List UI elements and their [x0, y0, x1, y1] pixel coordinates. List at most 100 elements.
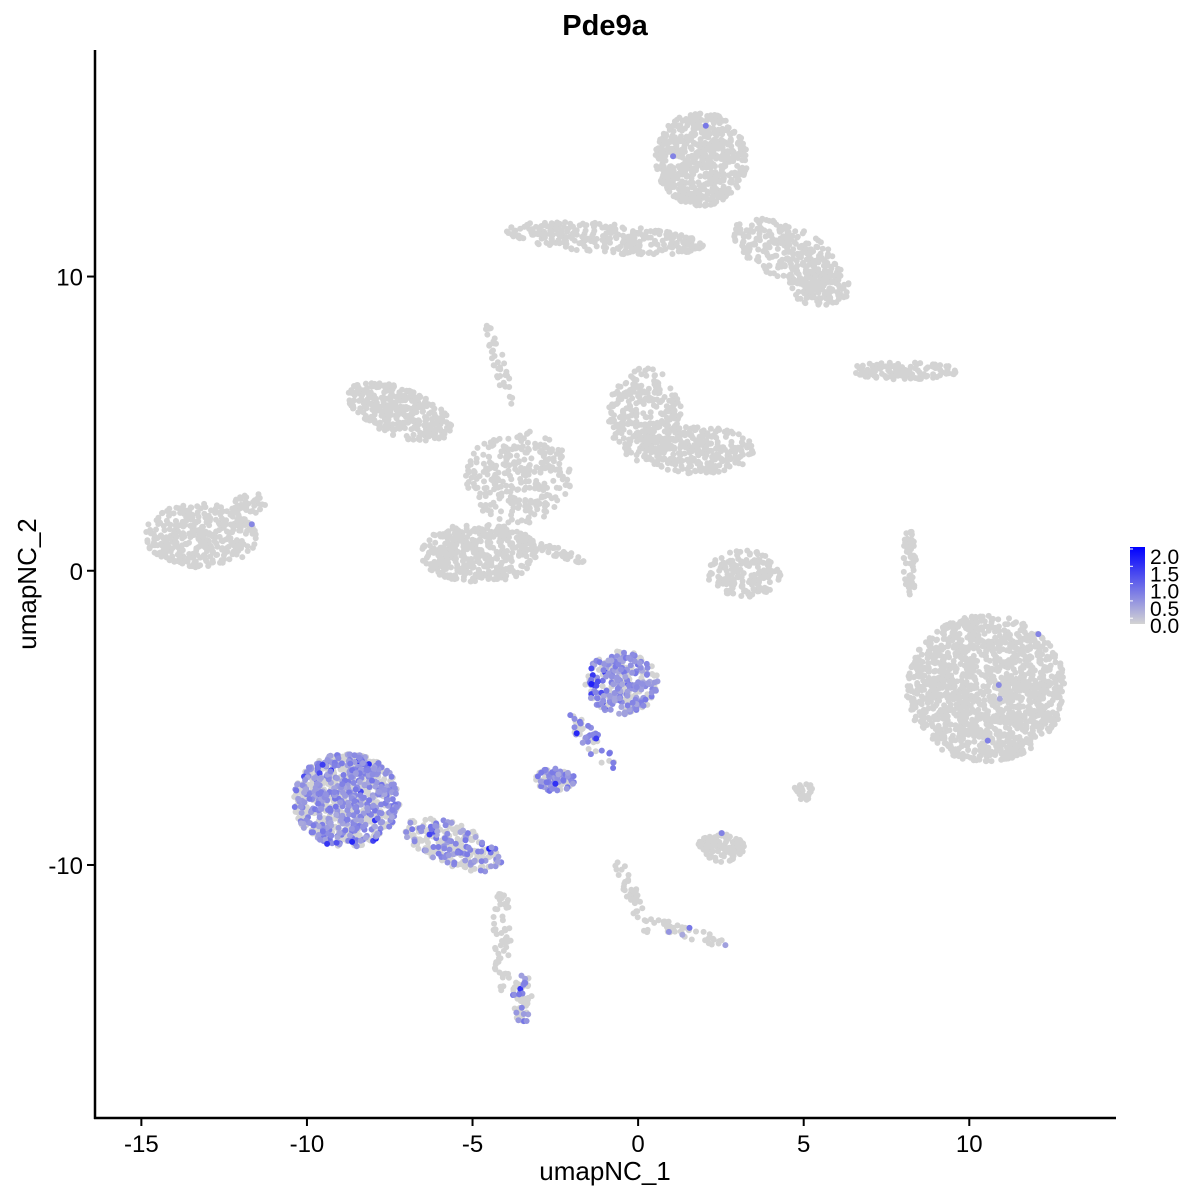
cell-point — [727, 137, 734, 144]
cell-point — [633, 452, 640, 458]
cell-point — [939, 746, 946, 753]
cell-point — [732, 454, 739, 461]
cell-point — [635, 393, 642, 400]
cell-point — [490, 347, 496, 354]
cell-point — [470, 537, 477, 544]
cell-point — [692, 131, 699, 138]
cell-point — [710, 469, 717, 476]
cell-point — [831, 260, 838, 267]
cell-point — [989, 648, 996, 655]
cell-point — [833, 299, 840, 306]
cell-point — [461, 554, 468, 561]
cell-point — [802, 241, 809, 248]
cell-point — [522, 484, 529, 491]
cell-point — [384, 418, 391, 425]
cell-point — [522, 498, 529, 505]
cell-point — [1049, 697, 1056, 704]
cell-point — [753, 549, 760, 556]
cell-point — [528, 455, 535, 462]
cell-point — [207, 553, 214, 560]
cell-point — [636, 229, 643, 236]
cell-point — [566, 466, 573, 473]
cell-point — [631, 382, 637, 388]
cell-point — [712, 112, 719, 119]
cell-point — [671, 411, 678, 418]
cell-point — [508, 224, 515, 231]
cell-point — [211, 538, 218, 545]
cell-point — [1011, 740, 1018, 747]
cell-point — [811, 263, 818, 270]
cell-point — [906, 670, 913, 677]
cell-point — [660, 163, 667, 170]
cell-point — [1016, 704, 1023, 711]
cell-point — [219, 559, 226, 566]
cell-point — [1004, 621, 1011, 628]
cell-point — [153, 526, 159, 533]
cell-point — [775, 576, 782, 583]
cell-point — [900, 555, 907, 561]
cell-point — [929, 361, 936, 368]
cell-point — [154, 535, 161, 542]
cell-point — [712, 456, 718, 463]
cell-point — [237, 505, 244, 512]
cell-point — [400, 419, 406, 426]
cell-point — [912, 658, 919, 665]
cell-point — [1005, 736, 1012, 743]
cell-point — [747, 450, 754, 457]
cell-point — [837, 272, 844, 279]
cell-point — [720, 177, 727, 184]
cell-point — [1046, 690, 1053, 697]
cell-point — [254, 495, 261, 502]
cell-point — [484, 539, 491, 545]
cell-point — [622, 444, 629, 451]
cell-point — [688, 194, 695, 201]
cell-point — [380, 399, 387, 406]
cell-point — [792, 279, 799, 286]
cell-point — [202, 513, 209, 520]
cell-point — [720, 196, 726, 203]
cell-point — [713, 451, 720, 458]
cell-point — [471, 525, 478, 532]
cell-point — [633, 400, 640, 407]
cell-point — [562, 243, 569, 250]
cell-point — [988, 758, 995, 765]
cell-point — [671, 401, 678, 408]
cell-point — [555, 544, 562, 551]
cell-point — [826, 285, 833, 292]
cell-point — [620, 238, 627, 245]
cell-point — [711, 184, 718, 191]
cell-point — [464, 463, 471, 470]
cell-point — [817, 295, 824, 302]
cell-point — [178, 532, 185, 538]
cell-point — [707, 176, 714, 183]
cell-point — [718, 156, 725, 162]
cell-point — [144, 539, 151, 546]
cell-point — [642, 442, 649, 449]
cell-point — [610, 424, 617, 431]
cell-point — [666, 188, 673, 195]
cell-point — [640, 398, 647, 405]
cell-point — [233, 537, 240, 544]
cell-point — [737, 453, 744, 460]
cell-point — [872, 368, 878, 375]
cell-point — [194, 511, 201, 518]
cell-point — [650, 402, 657, 409]
cell-point — [210, 559, 216, 566]
cell-point — [431, 405, 438, 412]
cell-point — [687, 235, 694, 242]
cell-point — [732, 237, 739, 244]
cell-point — [753, 235, 760, 242]
cell-point — [704, 460, 711, 467]
cell-point — [490, 533, 497, 540]
cell-point — [709, 194, 716, 201]
cell-point — [762, 265, 769, 272]
cell-point — [202, 504, 209, 511]
cell-point — [826, 268, 833, 275]
cell-point — [688, 146, 695, 152]
cell-point — [719, 125, 726, 132]
cell-point — [803, 274, 810, 281]
cell-point — [659, 237, 666, 244]
cell-point — [621, 226, 628, 232]
cell-point — [703, 467, 710, 474]
cell-point — [716, 575, 723, 582]
